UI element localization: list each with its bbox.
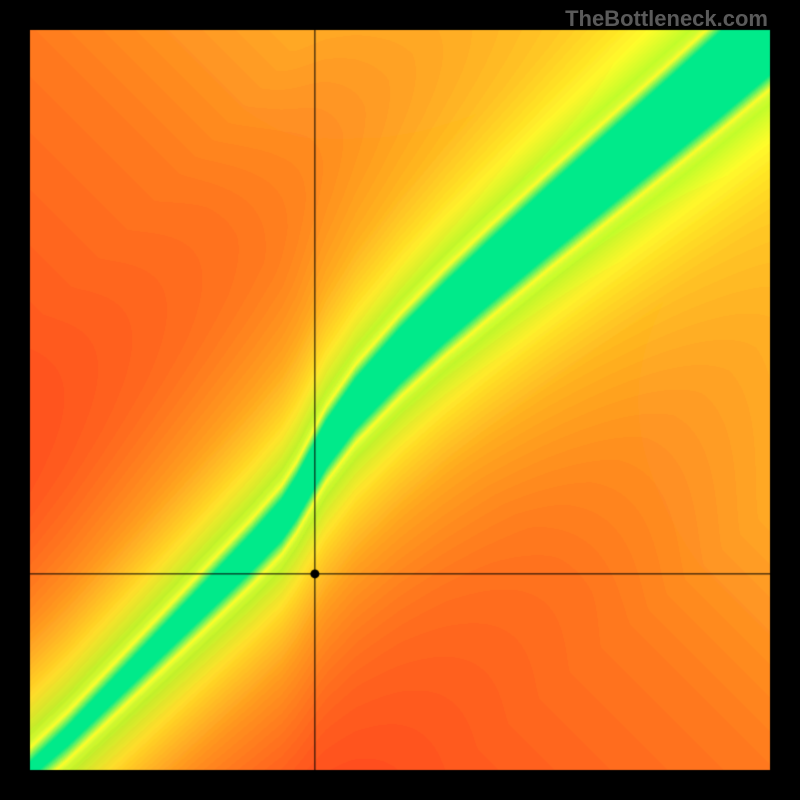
watermark-text: TheBottleneck.com [565, 6, 768, 32]
chart-container: TheBottleneck.com [0, 0, 800, 800]
bottleneck-heatmap [0, 0, 800, 800]
